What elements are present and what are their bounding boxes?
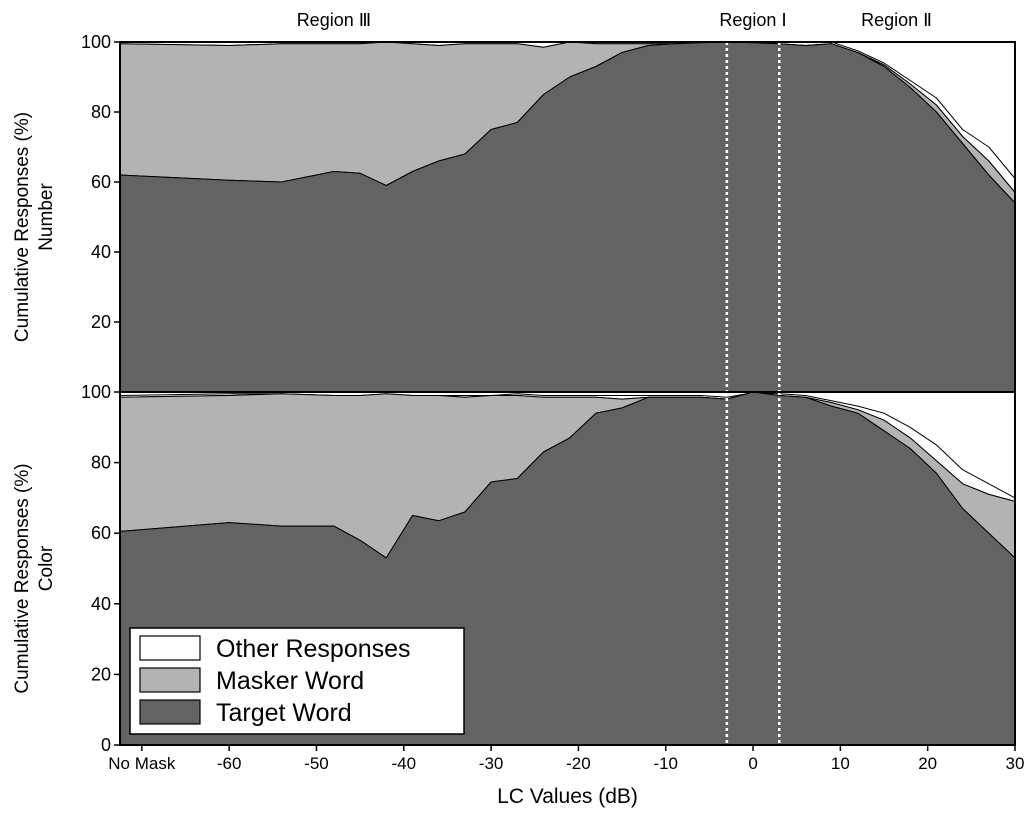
y-tick-label: 20 — [91, 312, 111, 332]
y-axis-sublabel: Number — [36, 183, 57, 251]
x-tick-label: -40 — [391, 754, 416, 773]
legend-swatch — [139, 635, 201, 661]
legend-entry-label: Target Word — [216, 699, 352, 727]
y-tick-label: 40 — [91, 242, 111, 262]
region-label-2: Region Ⅰ — [719, 10, 786, 30]
y-axis-label: Cumulative Responses (%) — [12, 463, 33, 693]
x-tick-label: -30 — [479, 754, 504, 773]
legend-entry-label: Other Responses — [216, 635, 411, 663]
x-tick-label: -60 — [217, 754, 242, 773]
x-tick-label: -20 — [566, 754, 591, 773]
x-axis-title: LC Values (dB) — [497, 785, 638, 808]
x-tick-label: -50 — [304, 754, 329, 773]
x-tick-label: 10 — [831, 754, 850, 773]
y-tick-label: 60 — [91, 523, 111, 543]
x-tick-label: 0 — [748, 754, 757, 773]
region-label-1: Region Ⅲ — [297, 10, 371, 30]
y-axis-sublabel: Color — [36, 545, 57, 591]
panel-frame — [119, 391, 1016, 746]
x-tick-label: 20 — [918, 754, 937, 773]
legend: Other Responses Masker Word Target Word — [129, 627, 465, 735]
y-tick-label: 60 — [91, 172, 111, 192]
legend-swatch — [139, 667, 201, 693]
y-axis-label: Cumulative Responses (%) — [12, 112, 33, 342]
legend-swatch — [139, 699, 201, 725]
y-tick-label: 80 — [91, 453, 111, 473]
y-tick-label: 40 — [91, 594, 111, 614]
y-tick-label: 80 — [91, 102, 111, 122]
y-tick-label: 100 — [81, 32, 111, 52]
x-tick-label: 30 — [1006, 754, 1025, 773]
x-tick-label: -10 — [653, 754, 678, 773]
region-label-3: Region Ⅱ — [861, 10, 932, 30]
x-tick-label: No Mask — [108, 754, 176, 773]
y-tick-label: 0 — [101, 735, 111, 755]
panel-1: 20 40 60 80 100 Cumulative Responses (%) Numbe… — [12, 32, 1016, 393]
y-tick-label: 20 — [91, 664, 111, 684]
y-tick-label: 100 — [81, 382, 111, 402]
legend-entry-label: Masker Word — [216, 667, 364, 695]
